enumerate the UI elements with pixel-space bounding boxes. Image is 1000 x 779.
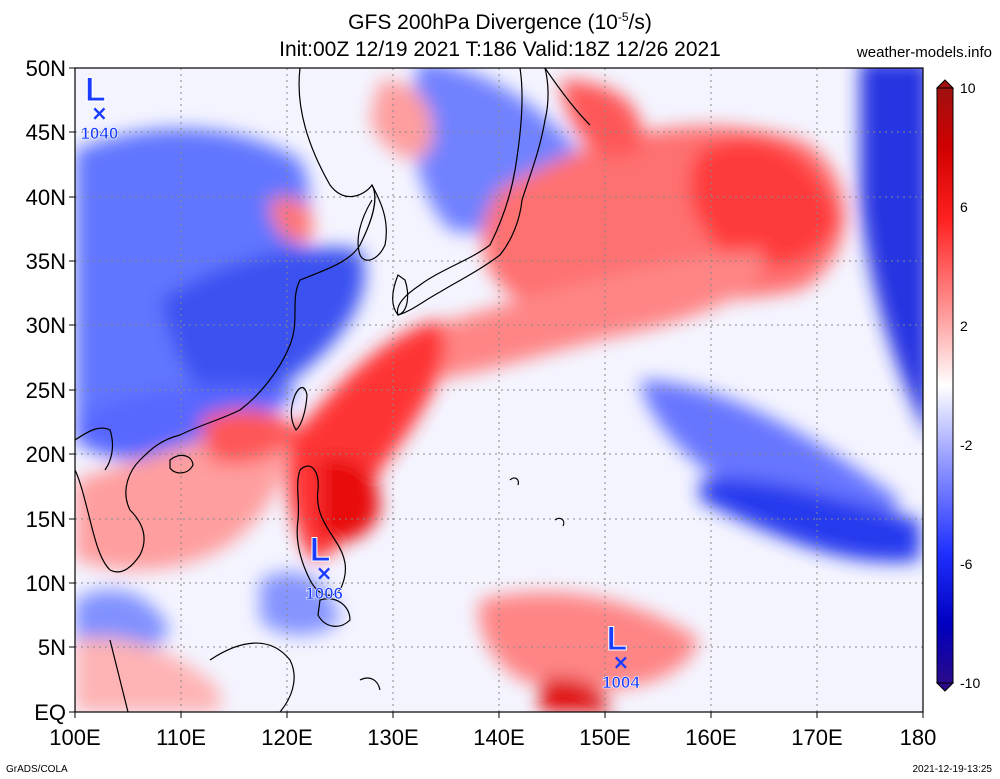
lon-label: 140E <box>473 725 524 750</box>
lon-label: 100E <box>49 725 100 750</box>
chart-title: GFS 200hPa Divergence (10-5/s) <box>0 10 1000 35</box>
low-marker: L×1040 <box>80 71 118 144</box>
lon-label: 130E <box>367 725 418 750</box>
color-bar-top-arrow <box>935 79 955 89</box>
lat-label: 40N <box>26 185 66 210</box>
lon-label: 110E <box>156 725 206 750</box>
lat-label: 50N <box>26 56 66 81</box>
latitude-labels: 50N 45N 40N 35N 30N 25N 20N 15N 10N 5N E… <box>26 56 66 725</box>
lon-label: 160E <box>685 725 736 750</box>
low-marker: L×1006 <box>305 530 343 603</box>
low-letter: L <box>310 531 331 569</box>
lon-label: 120E <box>261 725 312 750</box>
lat-label: EQ <box>34 700 66 725</box>
colorbar-label: -2 <box>960 437 973 453</box>
low-center-x-icon: × <box>316 561 333 585</box>
colorbar-label: 10 <box>960 80 976 96</box>
axis-ticks <box>69 67 924 718</box>
credit-text: GrADS/COLA <box>6 764 68 775</box>
lat-label: 45N <box>26 120 66 145</box>
title-unit: /s) <box>628 11 652 34</box>
colorbar-label: 6 <box>960 199 968 215</box>
lat-label: 30N <box>26 313 66 338</box>
low-pressure-value: 1006 <box>305 584 343 603</box>
divergence-field <box>75 68 923 712</box>
colorbar-label: -10 <box>960 675 980 691</box>
site-name: weather-models.info <box>856 44 992 61</box>
lon-label: 150E <box>579 725 630 750</box>
color-bar-labels: 10 6 2 -2 -6 -10 <box>960 80 980 691</box>
lat-label: 20N <box>26 442 66 467</box>
chart-subtitle: Init:00Z 12/19 2021 T:186 Valid:18Z 12/2… <box>279 38 721 61</box>
low-pressure-value: 1004 <box>602 673 640 692</box>
low-letter: L <box>607 620 628 658</box>
lat-label: 5N <box>38 635 66 660</box>
lat-label: 15N <box>26 507 66 532</box>
color-bar: 10 6 2 -2 -6 -10 <box>935 79 980 692</box>
low-center-x-icon: × <box>613 650 630 674</box>
colorbar-label: -6 <box>960 556 973 572</box>
lon-label: 170E <box>791 725 842 750</box>
lat-label: 35N <box>26 249 66 274</box>
lat-label: 10N <box>26 571 66 596</box>
lon-label: 180 <box>900 725 937 750</box>
colorbar-label: 2 <box>960 318 968 334</box>
color-bar-bottom-arrow <box>935 682 955 692</box>
low-letter: L <box>85 71 106 109</box>
low-marker: L×1004 <box>602 619 641 692</box>
coastlines <box>75 68 591 712</box>
low-center-x-icon: × <box>91 101 108 125</box>
color-bar-scale <box>936 87 954 684</box>
longitude-labels: 100E 110E 120E 130E 140E 150E 160E 170E … <box>49 725 936 750</box>
title-exponent: -5 <box>617 10 629 24</box>
title-text: GFS 200hPa Divergence (10 <box>348 11 618 34</box>
low-pressure-value: 1040 <box>80 124 118 143</box>
timestamp-text: 2021-12-19-13:25 <box>912 764 992 775</box>
lat-label: 25N <box>26 378 66 403</box>
